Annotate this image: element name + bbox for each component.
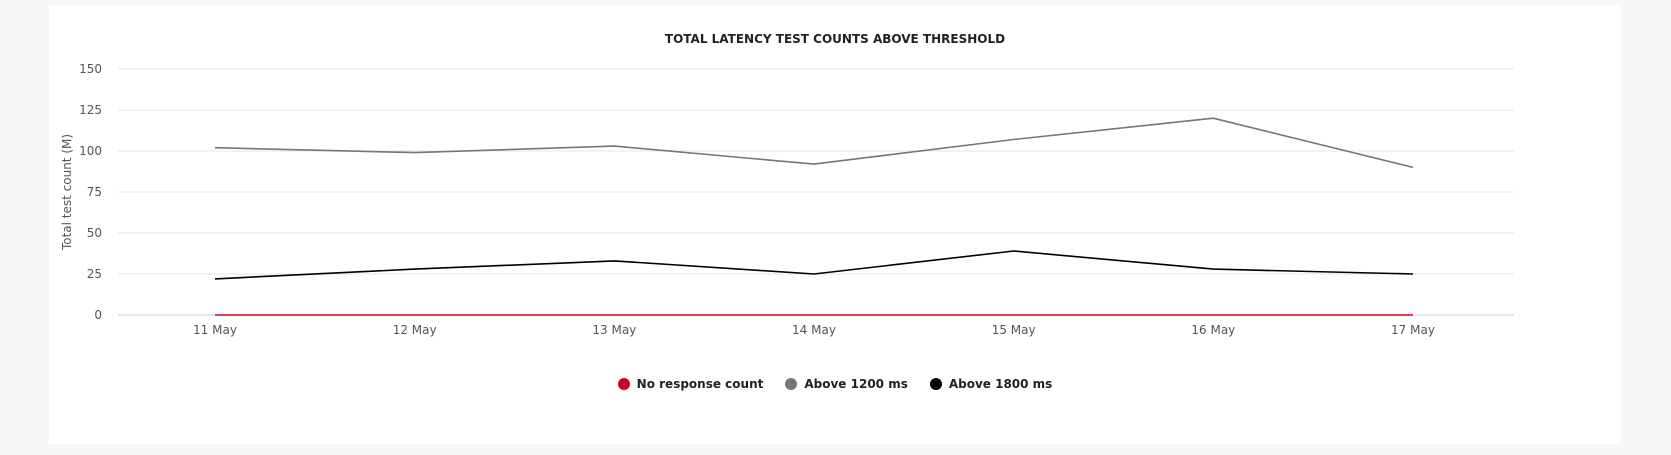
x-tick-label-4: 15 May — [992, 323, 1036, 337]
y-tick-label-150: 150 — [79, 62, 102, 76]
x-tick-label-5: 16 May — [1191, 323, 1235, 337]
x-tick-label-0: 11 May — [193, 323, 237, 337]
x-tick-label-6: 17 May — [1391, 323, 1435, 337]
legend-marker-icon — [617, 378, 630, 390]
y-tick-label-50: 50 — [87, 226, 102, 240]
y-tick-label-75: 75 — [87, 185, 102, 199]
x-tick-label-1: 12 May — [393, 323, 437, 337]
legend-item-1[interactable]: Above 1200 ms — [785, 377, 908, 391]
legend-label: Above 1200 ms — [804, 377, 908, 391]
x-tick-label-3: 14 May — [792, 323, 836, 337]
chart-title: TOTAL LATENCY TEST COUNTS ABOVE THRESHOL… — [664, 32, 1006, 46]
legend-label: No response count — [636, 377, 764, 391]
legend-marker-icon — [785, 378, 798, 390]
legend-marker-icon — [929, 378, 942, 390]
y-tick-label-100: 100 — [79, 144, 102, 158]
y-axis-title: Total test count (M) — [60, 134, 74, 251]
legend-item-2[interactable]: Above 1800 ms — [929, 377, 1053, 391]
chart-plot: 0 25 50 75 100 125 150 11 May 12 May 13 May 14 May… — [60, 62, 1514, 337]
chart-legend: No response count Above 1200 ms Above 1800… — [49, 377, 1621, 391]
y-tick-label-25: 25 — [87, 267, 102, 281]
chart-card: TOTAL LATENCY TEST COUNTS ABOVE THRESHOL… — [49, 5, 1621, 444]
y-tick-label-125: 125 — [79, 103, 102, 117]
legend-item-0[interactable]: No response count — [617, 377, 764, 391]
y-tick-label-0: 0 — [94, 308, 102, 322]
series-line-above-1800-ms — [214, 250, 1414, 280]
x-tick-label-2: 13 May — [592, 323, 636, 337]
legend-label: Above 1800 ms — [948, 377, 1053, 391]
series-line-above-1200-ms — [214, 117, 1414, 169]
